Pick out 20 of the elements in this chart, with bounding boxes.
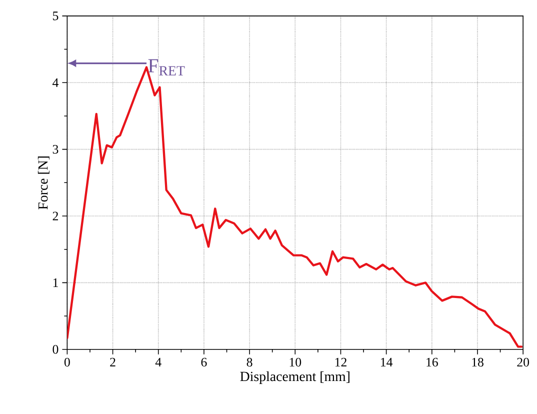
y-tick-label: 2	[52, 212, 58, 220]
x-tick-label: 16	[426, 358, 438, 366]
x-tick-label: 12	[335, 358, 346, 366]
x-tick-label: 14	[380, 358, 393, 366]
x-axis-title: Displacement [mm]	[240, 371, 350, 384]
x-tick-label: 10	[290, 358, 302, 367]
x-tick-label: 0	[64, 358, 70, 367]
x-tick-label: 2	[110, 358, 116, 366]
y-tick-label: 3	[52, 144, 58, 154]
x-tick-label: 6	[201, 358, 207, 366]
x-tick-label: 4	[155, 358, 162, 366]
x-tick-label: 20	[517, 358, 530, 367]
y-tick-label: 5	[53, 12, 58, 20]
y-axis-title: Force [N]	[38, 156, 50, 210]
y-tick-label: 1	[53, 278, 58, 287]
y-tick-label: 4	[52, 78, 59, 87]
annotation: F$_{RET}$	[148, 59, 185, 76]
y-tick-label: 0	[52, 345, 58, 354]
x-tick-label: 8	[246, 358, 252, 367]
x-tick-label: 18	[472, 358, 484, 367]
